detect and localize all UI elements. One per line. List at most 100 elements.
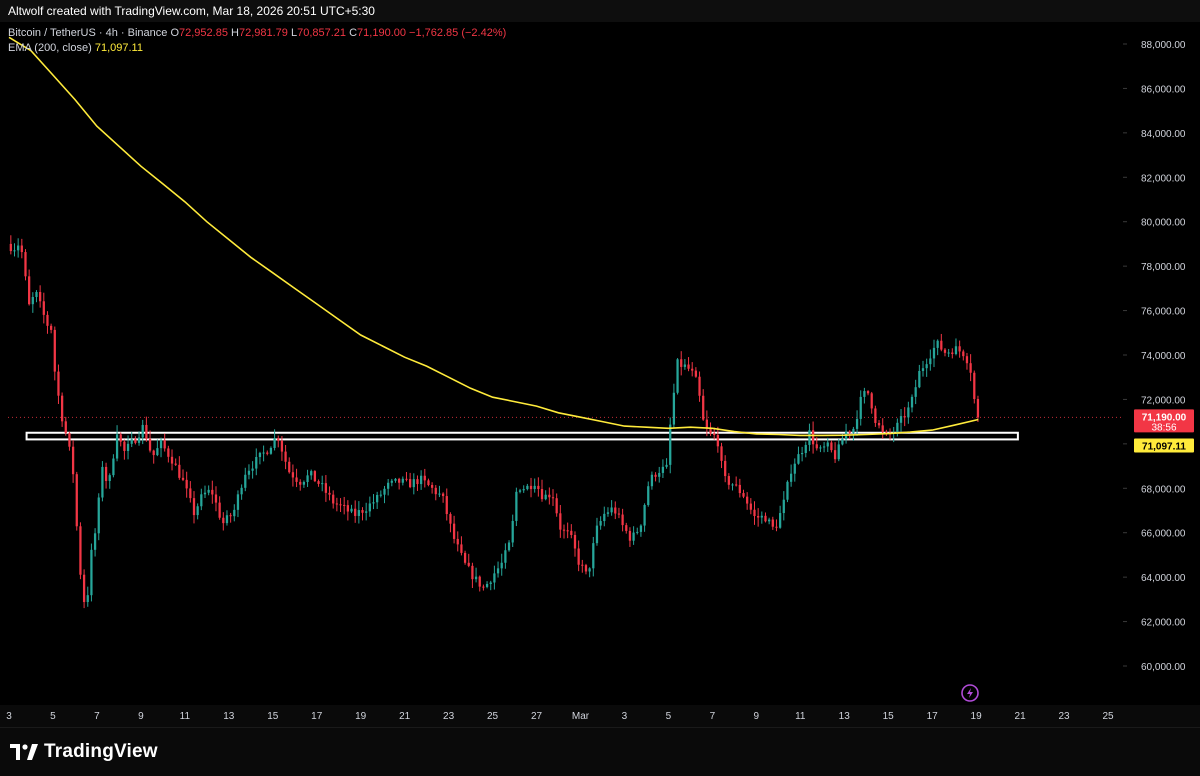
candle xyxy=(727,473,730,490)
candle-body xyxy=(148,438,152,451)
candle xyxy=(269,446,273,455)
candle xyxy=(702,389,705,421)
candle xyxy=(621,508,624,532)
candle xyxy=(507,540,511,552)
candle xyxy=(855,410,859,436)
candle-body xyxy=(247,470,251,475)
candle xyxy=(361,507,364,521)
candle xyxy=(189,481,192,503)
candle xyxy=(899,408,903,432)
candle-body xyxy=(339,504,342,506)
candle-body xyxy=(97,497,100,534)
candle xyxy=(390,478,393,487)
x-tick-label: 7 xyxy=(94,711,100,722)
open-label: O xyxy=(170,27,180,39)
candle xyxy=(577,540,580,572)
support-zone-rectangle[interactable] xyxy=(25,431,1019,441)
y-tick-label: 72,000.00 xyxy=(1141,395,1186,406)
tradingview-logo[interactable]: TradingView xyxy=(0,741,158,763)
candle xyxy=(687,357,690,372)
candle-body xyxy=(731,484,734,486)
candle-body xyxy=(441,493,445,497)
candle-body xyxy=(735,484,738,486)
candle-body xyxy=(819,447,822,449)
candle-body xyxy=(236,494,240,510)
candle xyxy=(936,339,939,356)
candle-body xyxy=(423,475,426,481)
candle-body xyxy=(9,243,12,252)
candle xyxy=(71,440,75,483)
candle-body xyxy=(200,494,203,507)
candle-body xyxy=(93,533,97,550)
candle xyxy=(306,469,309,487)
ema-label[interactable]: EMA (200, close) xyxy=(8,42,92,54)
candle xyxy=(441,492,445,503)
candle-body xyxy=(343,504,346,506)
chart-legend: Bitcoin / TetherUS · 4h · Binance O72,95… xyxy=(8,26,506,56)
candle-body xyxy=(537,485,540,490)
y-axis: 88,000.00 86,000.00 84,000.00 82,000.00 80,0… xyxy=(1123,40,1186,673)
candle xyxy=(504,543,507,569)
candle xyxy=(295,468,298,488)
candle-body xyxy=(848,431,851,433)
candle-body xyxy=(463,552,467,563)
x-tick-label: 21 xyxy=(399,711,411,722)
candle-body xyxy=(412,479,415,488)
candle-body xyxy=(768,519,771,522)
candle-body xyxy=(20,245,23,253)
candle-body xyxy=(661,466,665,473)
candle xyxy=(126,435,130,460)
candle-body xyxy=(720,446,723,461)
candle xyxy=(430,482,434,494)
brand-name: TradingView xyxy=(44,741,158,762)
candle xyxy=(566,522,569,539)
candle xyxy=(159,437,163,458)
x-tick-label: 23 xyxy=(1058,711,1070,722)
x-tick-label: 3 xyxy=(6,711,12,722)
y-tick-label: 82,000.00 xyxy=(1141,173,1186,184)
candle xyxy=(614,501,617,520)
candle xyxy=(181,469,185,482)
candle xyxy=(401,476,404,486)
candle xyxy=(31,292,34,313)
candle xyxy=(515,487,518,527)
candle-body xyxy=(361,510,364,513)
candle xyxy=(669,417,672,474)
candle-body xyxy=(724,460,727,477)
price-chart[interactable]: 88,000.00 86,000.00 84,000.00 82,000.00 80,0… xyxy=(0,22,1200,727)
candle xyxy=(544,490,547,501)
candle-body xyxy=(39,292,42,302)
candle-body xyxy=(826,442,829,447)
candle-body xyxy=(786,481,789,500)
candle xyxy=(716,426,719,453)
candle xyxy=(156,439,159,457)
candle-body xyxy=(302,482,306,485)
candle-body xyxy=(940,340,943,350)
y-tick-label: 62,000.00 xyxy=(1141,618,1186,629)
candle-body xyxy=(764,515,767,522)
candle-body xyxy=(430,485,434,488)
x-tick-label: 9 xyxy=(754,711,760,722)
candle xyxy=(921,360,925,377)
candle xyxy=(731,483,734,491)
lightning-icon[interactable] xyxy=(961,684,979,702)
symbol-title[interactable]: Bitcoin / TetherUS · 4h · Binance xyxy=(8,27,168,39)
candle-body xyxy=(255,457,258,469)
candle-body xyxy=(159,440,163,449)
candle-body xyxy=(617,513,621,515)
candle xyxy=(405,472,408,482)
candle-body xyxy=(75,474,78,527)
candle xyxy=(273,429,276,451)
candle-body xyxy=(434,487,437,495)
candle-body xyxy=(123,441,126,451)
candle-body xyxy=(174,463,177,465)
candle xyxy=(881,418,884,439)
candle xyxy=(471,562,474,588)
candle xyxy=(976,395,980,422)
candle-body xyxy=(295,477,298,482)
candle-body xyxy=(500,562,503,569)
candle-body xyxy=(910,396,914,408)
candle xyxy=(346,500,349,521)
candle-body xyxy=(269,447,273,454)
